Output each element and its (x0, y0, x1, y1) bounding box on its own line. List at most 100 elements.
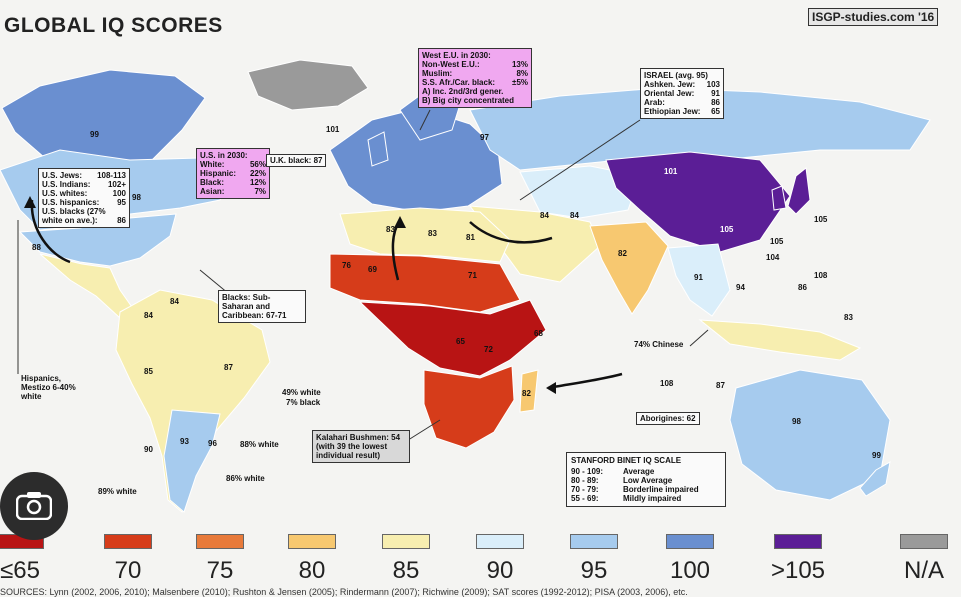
legend-swatch (666, 534, 714, 549)
score-label: 71 (468, 271, 477, 280)
score-label: 105 (770, 237, 784, 246)
legend-swatch (288, 534, 336, 549)
score-label: 84 (570, 211, 579, 220)
region-se-asia (667, 243, 731, 317)
credit-badge: ISGP-studies.com '16 (808, 8, 939, 26)
region-australia (729, 369, 891, 501)
score-label: 65 (456, 337, 465, 346)
score-label: 83 (386, 225, 395, 234)
chinese-label: 74% Chinese (634, 340, 684, 349)
legend-item: 90 (472, 534, 528, 585)
score-label: 84 (170, 297, 179, 306)
region-svalbard (247, 59, 369, 111)
aborigines-box: Aborigines: 62 (636, 412, 700, 425)
blacks-box: Blacks: Sub-Saharan and Caribbean: 67-71 (218, 290, 306, 323)
score-label: 76 (342, 261, 351, 270)
region-china (605, 151, 791, 253)
legend-swatch (196, 534, 244, 549)
legend-value: 90 (486, 557, 514, 584)
camera-search-button[interactable] (0, 472, 68, 540)
arrow-us (30, 199, 71, 264)
leader-line (404, 419, 441, 443)
region-new-zealand (859, 461, 891, 497)
map-title: GLOBAL IQ SCORES (4, 14, 223, 37)
legend-swatch (774, 534, 822, 549)
region-japan (787, 167, 811, 215)
legend-swatch (570, 534, 618, 549)
score-label: 88 (32, 243, 41, 252)
hispanics-box: Hispanics, Mestizo 6-40% white (21, 374, 76, 401)
score-label: 94 (736, 283, 745, 292)
score-label: 90 (144, 445, 153, 454)
score-label: 68 (534, 329, 543, 338)
annotation: 86% white (226, 474, 265, 483)
us-groups-box: U.S. Jews: 108-113 U.S. Indians: 102+ U.S.… (38, 168, 130, 228)
leader-line (519, 119, 641, 201)
legend-swatch (900, 534, 948, 549)
annotation: 89% white (98, 487, 137, 496)
legend-item: >105 (770, 534, 826, 585)
score-label: 72 (484, 345, 493, 354)
score-label: 87 (224, 363, 233, 372)
arrow-madagascar (547, 372, 623, 390)
legend-item: 85 (378, 534, 434, 585)
arrowhead (546, 382, 556, 394)
annotation: 49% white (282, 388, 321, 397)
stanford-binet-box: STANFORD BINET IQ SCALE 90 - 109: Average… (566, 452, 726, 507)
annotation: 88% white (240, 440, 279, 449)
leader-line (419, 109, 431, 131)
score-label: 81 (466, 233, 475, 242)
score-label: 83 (844, 313, 853, 322)
score-label: 86 (798, 283, 807, 292)
legend-swatch (476, 534, 524, 549)
region-north-africa (339, 207, 511, 263)
legend-swatch (104, 534, 152, 549)
score-label: 84 (144, 311, 153, 320)
score-label: 85 (144, 367, 153, 376)
region-southern-africa (423, 365, 515, 449)
score-label: 82 (522, 389, 531, 398)
score-label: 99 (872, 451, 881, 460)
world-map: 99 101 98 88 97 101 105 105 105 104 108 … (0, 59, 931, 513)
score-label: 96 (208, 439, 217, 448)
kalahari-box: Kalahari Bushmen: 54 (with 39 the lowest… (312, 430, 410, 463)
score-label: 101 (326, 125, 340, 134)
legend-value: 70 (114, 557, 142, 584)
us-2030-box: U.S. in 2030: White: 56% Hispanic: 22% Bla… (196, 148, 270, 199)
legend-value: 85 (392, 557, 420, 584)
legend-item: ≤65 (0, 534, 48, 585)
score-label: 98 (792, 417, 801, 426)
arrowhead (394, 216, 406, 228)
legend-value: 75 (206, 557, 234, 584)
legend-item: N/A (896, 534, 952, 585)
score-label: 93 (180, 437, 189, 446)
legend-item: 95 (566, 534, 622, 585)
score-label: 87 (716, 381, 725, 390)
score-label: 104 (766, 253, 780, 262)
legend-item: 80 (284, 534, 340, 585)
legend-value: ≤65 (0, 557, 40, 584)
sources-line: SOURCES: Lynn (2002, 2006, 2010); Malsen… (0, 587, 688, 597)
score-label: 98 (132, 193, 141, 202)
region-greenland (1, 69, 206, 176)
region-india (589, 221, 669, 315)
region-southern-cone (163, 409, 221, 513)
israel-box: ISRAEL (avg. 95) Ashken. Jew: 103 Orienta… (640, 68, 724, 119)
uk-black-box: U.K. black: 87 (266, 154, 327, 167)
legend-item: 100 (662, 534, 718, 585)
region-indonesia (698, 319, 862, 361)
legend-item: 70 (100, 534, 156, 585)
score-label: 101 (664, 167, 678, 176)
region-korea (771, 185, 787, 211)
legend-swatch (382, 534, 430, 549)
arrowhead (24, 196, 36, 208)
region-central-africa (358, 299, 547, 377)
score-label: 105 (720, 225, 734, 234)
west-eu-box: West E.U. in 2030: Non-West E.U.: 13% Mus… (418, 48, 532, 108)
legend-value: 80 (298, 557, 326, 584)
score-label: 69 (368, 265, 377, 274)
legend-item: 75 (192, 534, 248, 585)
score-label: 99 (90, 130, 99, 139)
score-label: 83 (428, 229, 437, 238)
score-label: 108 (814, 271, 828, 280)
